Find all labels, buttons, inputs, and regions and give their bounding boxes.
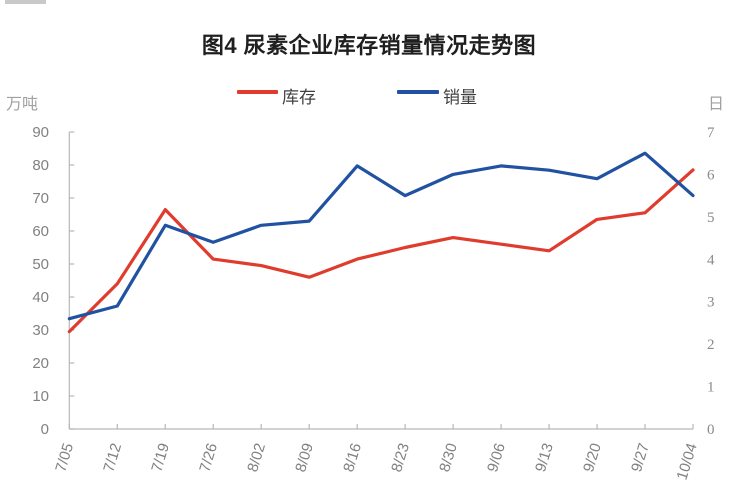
x-axis-tick-label: 7/12 xyxy=(100,441,125,474)
y-axis-tick-label: 10 xyxy=(32,388,49,405)
right-axis-tick-label: 4 xyxy=(707,252,715,268)
series-inventory-line xyxy=(67,168,695,334)
series-sales-line xyxy=(67,151,695,321)
x-axis-tick-label: 7/19 xyxy=(148,441,173,474)
legend-swatch-sales xyxy=(397,90,439,94)
y-axis-left: 0 10 20 30 40 50 60 70 80 90 xyxy=(32,124,75,438)
x-axis-tick-label: 8/02 xyxy=(244,441,269,474)
y-axis-tick-label: 20 xyxy=(32,355,49,372)
y-axis-right: 0 1 2 3 4 5 6 7 xyxy=(707,125,715,438)
right-axis-tick-label: 0 xyxy=(707,422,715,438)
x-axis-tick-label: 7/26 xyxy=(196,441,221,474)
y-axis-tick-label: 70 xyxy=(32,190,49,207)
x-axis-tick-label: 9/27 xyxy=(628,441,653,474)
legend-label-inventory: 库存 xyxy=(282,88,316,107)
right-axis-tick-label: 7 xyxy=(707,125,715,141)
x-axis-tick-label: 8/16 xyxy=(340,441,365,474)
axes xyxy=(68,132,693,430)
legend-label-sales: 销量 xyxy=(443,88,477,107)
right-axis-tick-label: 1 xyxy=(707,380,715,396)
x-axis-tick-label: 9/20 xyxy=(580,441,605,474)
left-axis-unit-label: 万吨 xyxy=(6,96,39,113)
x-axis-tick-label: 10/04 xyxy=(674,441,701,482)
right-axis-tick-label: 3 xyxy=(707,295,715,311)
x-axis-tick-label: 9/13 xyxy=(532,441,557,474)
right-axis-tick-label: 6 xyxy=(707,167,715,183)
x-axis-tick-label: 8/23 xyxy=(388,441,413,474)
right-axis-unit-label: 日 xyxy=(708,96,725,113)
x-axis: 7/05 7/12 7/19 7/26 8/02 8/09 8/16 8/23 8/30 9/06… xyxy=(52,424,701,482)
right-axis-tick-label: 2 xyxy=(707,337,715,353)
x-axis-tick-label: 8/09 xyxy=(292,441,317,474)
y-axis-tick-label: 0 xyxy=(41,421,49,438)
chart-title: 图4 尿素企业库存销量情况走势图 xyxy=(201,33,537,58)
x-axis-tick-label: 7/05 xyxy=(52,441,77,474)
y-axis-tick-label: 80 xyxy=(32,157,49,174)
legend-swatch-inventory xyxy=(237,90,278,94)
y-axis-tick-label: 40 xyxy=(32,289,49,306)
y-axis-tick-label: 50 xyxy=(32,256,49,273)
y-axis-tick-label: 30 xyxy=(32,322,49,339)
x-axis-tick-label: 9/06 xyxy=(484,441,509,474)
x-axis-tick-label: 8/30 xyxy=(436,441,461,474)
y-axis-tick-label: 90 xyxy=(32,124,49,141)
y-axis-tick-label: 60 xyxy=(32,223,49,240)
top-left-artifact-bar xyxy=(5,0,46,4)
right-axis-tick-label: 5 xyxy=(707,210,715,226)
